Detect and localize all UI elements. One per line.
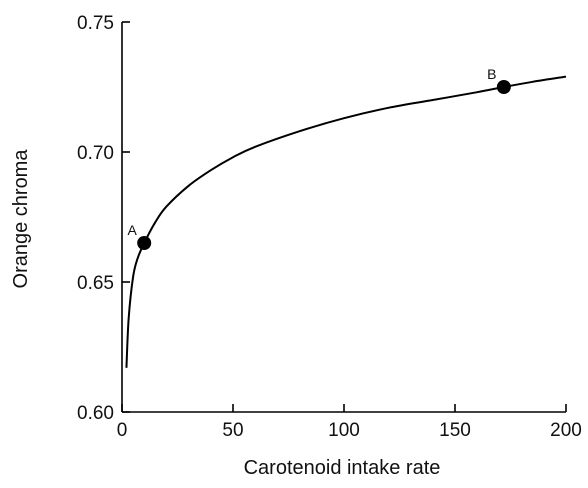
series-line	[125, 75, 567, 368]
y-tick-label: 0.70	[77, 143, 114, 164]
x-tick-label: 0	[117, 420, 128, 441]
axes	[121, 22, 566, 413]
data-points: AB	[128, 66, 511, 250]
y-tick-label: 0.60	[77, 403, 114, 424]
y-ticks: 0.60 0.65 0.70 0.75	[77, 13, 130, 424]
y-tick-label: 0.65	[77, 273, 114, 294]
x-tick-label: 200	[550, 420, 582, 441]
x-tick-label: 150	[439, 420, 471, 441]
y-axis-title: Orange chroma	[10, 149, 32, 289]
point-marker-b	[496, 80, 511, 94]
x-ticks: 0 50 100 150 200	[117, 404, 582, 441]
x-tick-label: 100	[328, 420, 360, 441]
x-axis-title: Carotenoid intake rate	[244, 457, 441, 479]
y-tick-label: 0.75	[77, 13, 114, 34]
point-label-a: A	[128, 222, 138, 238]
point-marker-a	[137, 236, 152, 250]
x-tick-label: 50	[222, 420, 243, 441]
point-label-b: B	[487, 66, 496, 82]
